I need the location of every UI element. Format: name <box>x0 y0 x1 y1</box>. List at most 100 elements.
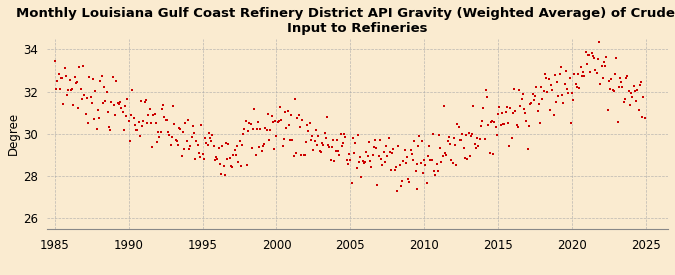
Point <box>496 111 507 116</box>
Point <box>242 162 252 167</box>
Point <box>545 108 556 112</box>
Point <box>70 81 81 85</box>
Point <box>493 112 504 116</box>
Point <box>349 151 360 156</box>
Point <box>435 145 446 150</box>
Point <box>319 131 330 135</box>
Point <box>74 64 85 69</box>
Point <box>201 141 212 146</box>
Point <box>587 51 597 55</box>
Point <box>131 128 142 132</box>
Point <box>227 165 238 169</box>
Point <box>637 115 647 120</box>
Point <box>327 145 338 150</box>
Point <box>261 128 272 132</box>
Point <box>578 70 589 74</box>
Point <box>213 146 224 150</box>
Point <box>351 166 362 171</box>
Point <box>483 123 493 127</box>
Point <box>431 162 442 166</box>
Point <box>313 134 324 138</box>
Point <box>601 54 612 59</box>
Y-axis label: Degree: Degree <box>7 112 20 155</box>
Point <box>514 87 524 92</box>
Point <box>533 102 544 106</box>
Point <box>356 175 367 179</box>
Point <box>344 152 354 156</box>
Point <box>148 113 159 118</box>
Point <box>358 160 369 165</box>
Point <box>112 100 123 105</box>
Point <box>370 138 381 142</box>
Point <box>387 151 398 156</box>
Point <box>494 105 505 109</box>
Point <box>133 119 144 124</box>
Point <box>176 154 187 158</box>
Point <box>451 162 462 167</box>
Point <box>334 153 345 157</box>
Point <box>63 87 74 92</box>
Point <box>111 78 122 83</box>
Point <box>509 87 520 91</box>
Point <box>419 157 430 162</box>
Point <box>484 151 495 155</box>
Point <box>275 104 286 109</box>
Point <box>72 79 82 84</box>
Point <box>360 160 371 164</box>
Point <box>282 109 293 113</box>
Point <box>300 139 311 144</box>
Point <box>415 161 426 165</box>
Point <box>206 139 217 144</box>
Point <box>597 76 608 80</box>
Point <box>267 120 278 125</box>
Point <box>416 139 427 143</box>
Point <box>403 177 414 181</box>
Point <box>276 118 287 122</box>
Point <box>222 157 233 161</box>
Point <box>80 112 91 116</box>
Point <box>517 92 528 97</box>
Point <box>97 73 107 78</box>
Point <box>100 99 111 103</box>
Point <box>215 162 225 167</box>
Point <box>303 129 314 133</box>
Point <box>304 121 315 125</box>
Point <box>566 91 577 95</box>
Point <box>372 182 383 187</box>
Point <box>426 157 437 162</box>
Point <box>469 142 480 146</box>
Point <box>503 120 514 125</box>
Point <box>512 125 523 129</box>
Point <box>212 157 223 161</box>
Point <box>420 163 431 167</box>
Point <box>468 104 479 108</box>
Point <box>396 183 406 188</box>
Point <box>602 108 613 112</box>
Point <box>279 137 290 142</box>
Point <box>142 121 153 125</box>
Point <box>515 104 526 108</box>
Point <box>350 141 360 145</box>
Point <box>488 152 499 156</box>
Point <box>362 153 373 158</box>
Point <box>366 165 377 170</box>
Point <box>192 142 203 147</box>
Point <box>339 132 350 137</box>
Point <box>475 124 486 128</box>
Point <box>504 144 514 148</box>
Point <box>575 65 586 70</box>
Point <box>436 160 447 164</box>
Point <box>524 124 535 128</box>
Point <box>628 84 639 88</box>
Point <box>542 90 553 94</box>
Point <box>427 131 438 136</box>
Point <box>376 156 387 161</box>
Point <box>405 148 416 152</box>
Point <box>557 93 568 97</box>
Point <box>155 130 166 134</box>
Point <box>269 147 279 151</box>
Point <box>286 112 296 117</box>
Point <box>59 66 70 70</box>
Point <box>272 120 283 125</box>
Point <box>306 137 317 142</box>
